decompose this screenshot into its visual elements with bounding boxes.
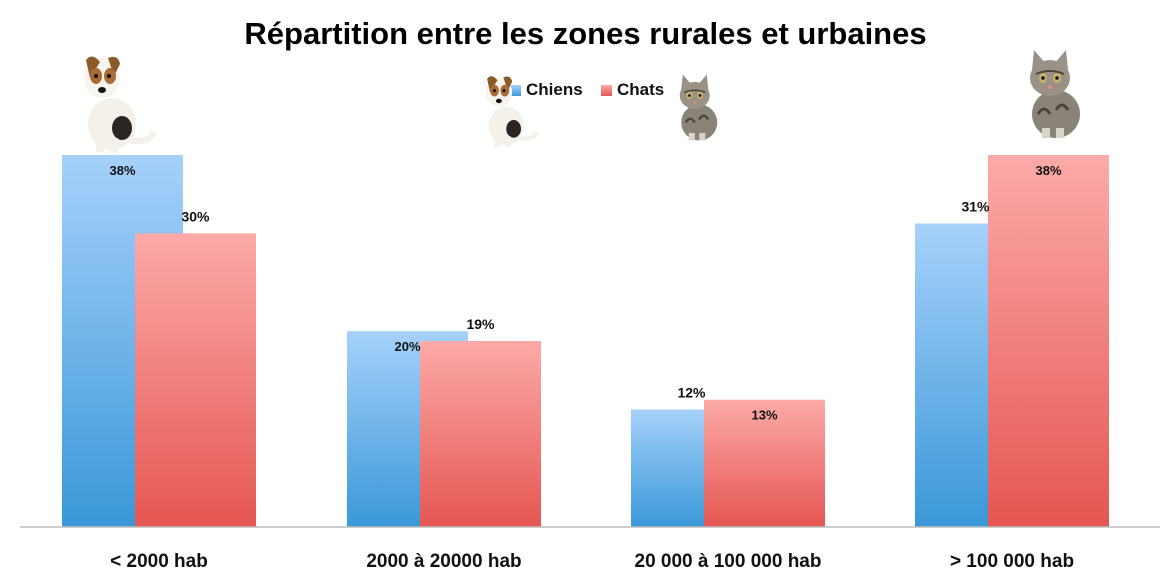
x-tick-label-3: > 100 000 hab	[950, 551, 1074, 572]
legend-label-chats: Chats	[617, 80, 665, 99]
legend-item-chats: Chats	[601, 80, 664, 100]
dog-icon	[84, 56, 156, 153]
x-tick-label-2: 20 000 à 100 000 hab	[635, 551, 822, 572]
data-label-chats-3: 38%	[1035, 163, 1061, 178]
data-label-chiens-2: 12%	[677, 385, 706, 401]
bar-chats-1	[420, 341, 541, 527]
cat-icon	[1030, 50, 1080, 138]
dog-icon	[485, 76, 540, 148]
bar-chats-2	[704, 399, 825, 527]
legend-swatch-chiens	[510, 84, 521, 96]
chart-title: Répartition entre les zones rurales et u…	[244, 16, 927, 51]
x-tick-label-1: 2000 à 20000 hab	[366, 551, 521, 572]
bar-chats-3	[988, 155, 1109, 527]
cat-icon	[679, 74, 718, 141]
data-label-chats-0: 30%	[181, 208, 210, 224]
data-label-chats-2: 13%	[751, 408, 777, 423]
x-tick-label-0: < 2000 hab	[110, 551, 208, 572]
data-label-chiens-1: 20%	[394, 339, 420, 354]
legend-swatch-chats	[601, 84, 612, 96]
data-label-chiens-3: 31%	[961, 199, 990, 215]
legend-label-chiens: Chiens	[526, 80, 583, 99]
data-label-chats-1: 19%	[466, 316, 495, 332]
data-label-chiens-0: 38%	[109, 163, 135, 178]
legend-item-chiens: Chiens	[510, 80, 583, 100]
bar-chats-0	[135, 233, 256, 527]
